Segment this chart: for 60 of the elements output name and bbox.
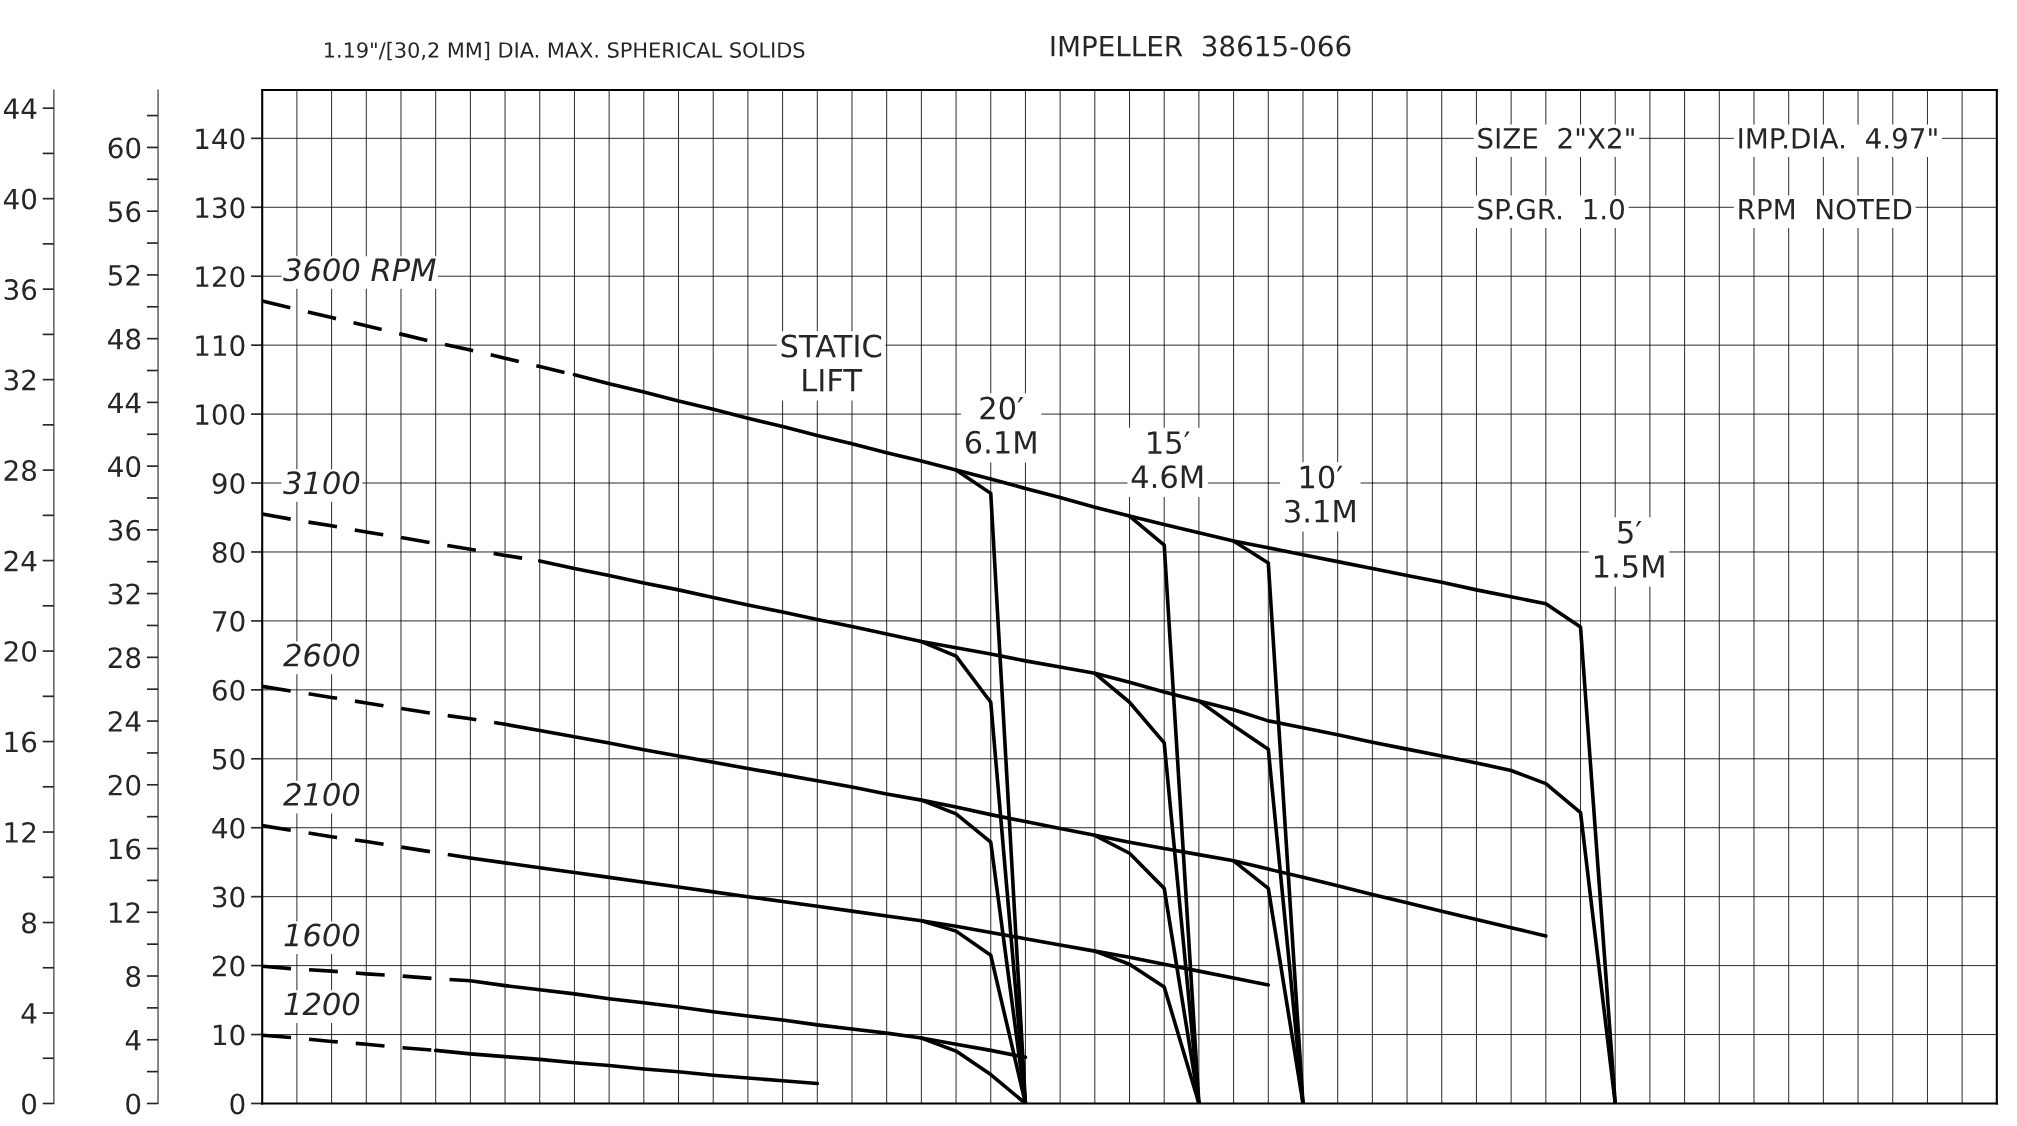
y-tick-label: 100 (196, 404, 245, 426)
annotation: SIZE 2"X2" (1478, 127, 1634, 149)
y-tick-label: 120 (196, 266, 245, 288)
annotation: 5′ 1.5M (1594, 521, 1664, 578)
y3-tick-label: 12 (5, 821, 36, 843)
series-label: 3100 (283, 471, 360, 495)
y2-tick-label: 16 (109, 838, 141, 860)
y2-tick-label: 28 (108, 647, 141, 669)
y2-tick-label: 52 (108, 264, 140, 286)
y-tick-label: 50 (213, 748, 245, 770)
annotation: 20′ 6.1M (965, 396, 1036, 454)
series-label: 2600 (283, 643, 360, 667)
y2-tick-label: 4 (125, 1030, 141, 1051)
y2-tick-label: 44 (108, 392, 141, 413)
y2-tick-label: 40 (108, 456, 141, 478)
y-tick-label: 130 (196, 197, 245, 219)
y2-tick-label: 56 (108, 201, 141, 223)
y-tick-label: 40 (212, 817, 245, 839)
y3-tick-label: 28 (4, 460, 36, 482)
y-tick-label: 70 (213, 610, 245, 632)
y-tick-label: 110 (196, 335, 245, 357)
y3-tick-label: 36 (4, 279, 37, 301)
y3-tick-label: 20 (4, 641, 37, 663)
y3-tick-label: 32 (4, 369, 36, 391)
series-label: 1600 (284, 923, 360, 947)
y2-tick-label: 32 (108, 583, 140, 605)
annotation: 15′ 4.6M (1131, 431, 1203, 489)
y3-tick-label: 24 (4, 550, 37, 572)
y3-tick-label: 4 (21, 1003, 37, 1024)
y-tick-label: 30 (213, 886, 245, 908)
y2-tick-label: 48 (108, 328, 141, 350)
y3-tick-label: 8 (22, 912, 36, 934)
text: 1.19"/[30,2 MM] DIA. MAX. SPHERICAL SOLIDS (325, 41, 805, 61)
annotation: STATIC LIFT (781, 334, 882, 392)
y-tick-label: 140 (196, 128, 245, 150)
annotation: RPM NOTED (1739, 198, 1912, 220)
y-tick-label: 60 (212, 679, 245, 701)
y2-tick-label: 0 (126, 1093, 141, 1115)
series-label: 2100 (283, 782, 360, 806)
annotation: IMP.DIA. 4.97" (1739, 127, 1937, 149)
y-tick-label: 10 (213, 1024, 245, 1046)
y2-tick-label: 60 (108, 137, 141, 159)
y3-tick-label: 44 (3, 98, 37, 119)
text: IMPELLER 38615-066 (1051, 35, 1351, 57)
y2-tick-label: 8 (126, 965, 141, 987)
y3-tick-label: 16 (5, 731, 37, 753)
annotation: 10′ 3.1M (1285, 465, 1355, 523)
y-tick-label: 20 (212, 955, 245, 977)
series-label: 3600 RPM (283, 258, 436, 282)
y2-tick-label: 12 (109, 902, 140, 923)
y-tick-label: 80 (212, 541, 245, 563)
y-tick-label: 90 (212, 472, 245, 494)
y2-tick-label: 36 (108, 519, 141, 541)
y2-tick-label: 20 (108, 774, 141, 796)
y-tick-label: 0 (230, 1093, 245, 1115)
series-label: 1200 (284, 992, 360, 1016)
y3-tick-label: 0 (22, 1093, 37, 1115)
y2-tick-label: 24 (108, 711, 141, 732)
y3-tick-label: 40 (3, 188, 37, 210)
annotation: SP.GR. 1.0 (1478, 198, 1624, 220)
